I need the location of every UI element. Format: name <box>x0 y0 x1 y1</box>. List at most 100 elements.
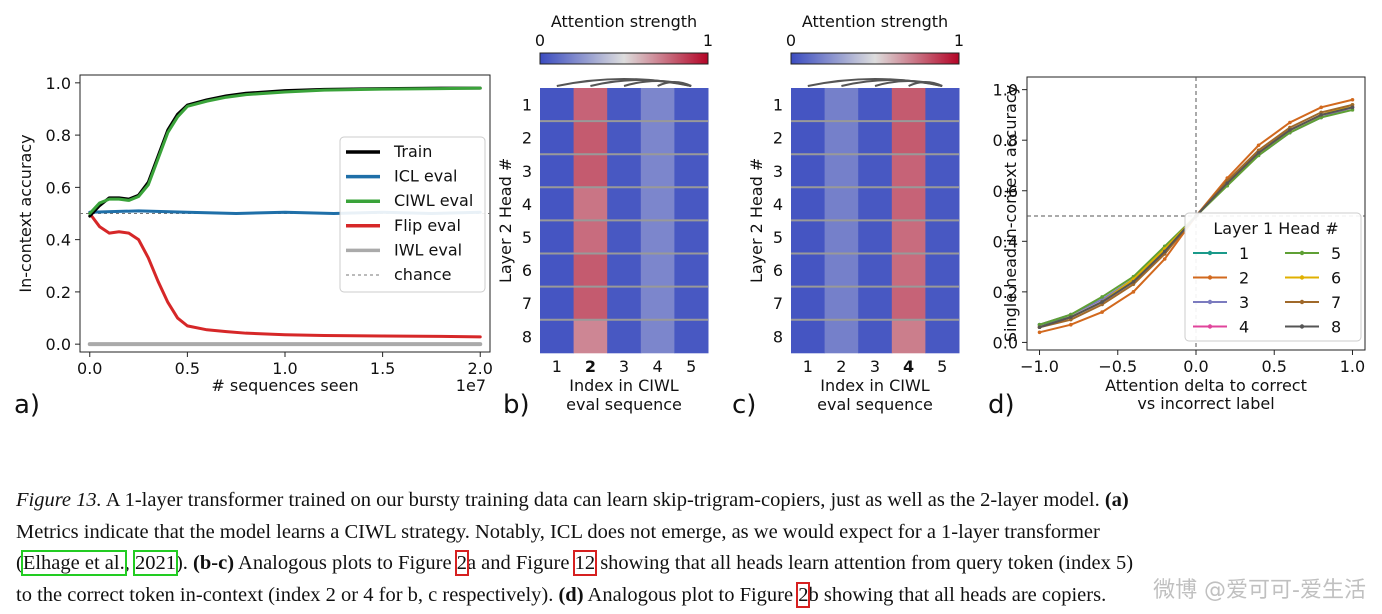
y-tick-label: 0.6 <box>46 178 71 197</box>
figure-ref-link-2[interactable]: 2 <box>454 550 470 576</box>
heatmap-cell <box>891 154 926 188</box>
series-line-flip-eval <box>88 212 482 339</box>
panel-a-accuracy-chart: 0.0 0.2 0.4 0.6 0.8 1.0 0.0 0.5 1.0 1.5 2.0 # seque… <box>14 74 493 420</box>
heatmap-cell <box>791 88 826 122</box>
x-axis-label: vs incorrect label <box>1137 394 1274 413</box>
y-tick-label: 0.2 <box>46 283 71 302</box>
heatmap-cell <box>925 319 960 354</box>
colorbar-tick-label: 0 <box>535 31 545 50</box>
series-point-head-2 <box>1256 143 1261 148</box>
y-tick-label: 1 <box>773 96 783 115</box>
series-point-head-8 <box>1131 279 1136 284</box>
series-point-head-2 <box>1131 290 1136 294</box>
heatmap-cell <box>607 319 642 354</box>
heatmap-cell <box>540 88 575 122</box>
heatmap-cell <box>607 286 642 321</box>
heatmap-cell <box>674 220 709 254</box>
series-point-head-7 <box>1069 317 1073 322</box>
heatmap-cell <box>824 253 859 288</box>
heatmap-cell <box>858 319 893 354</box>
caption-line-2: Metrics indicate that the model learns a… <box>16 520 1100 543</box>
series-point-head-2 <box>1319 105 1323 110</box>
series-point-head-2 <box>1162 257 1167 261</box>
x-tick-label: 3 <box>619 357 629 376</box>
heatmap-cell <box>640 286 675 321</box>
heatmap-cell <box>891 286 926 321</box>
x-offset-label: 1e7 <box>456 376 486 395</box>
legend-marker <box>1207 250 1213 256</box>
series-point-head-8 <box>1069 315 1073 319</box>
heatmap-cell <box>791 286 826 321</box>
attention-arc <box>657 81 692 87</box>
x-tick-label: 2 <box>585 357 596 376</box>
colorbar-tick-label: 1 <box>703 31 713 50</box>
y-tick-label: 0.8 <box>993 131 1018 150</box>
y-tick-label: 8 <box>773 327 783 346</box>
y-tick-label: 1.0 <box>993 81 1018 100</box>
panel-label: d) <box>988 390 1015 420</box>
figure-ref-link-2b[interactable]: 2 <box>796 581 811 608</box>
heatmap-cell <box>891 88 926 122</box>
heatmap-cell <box>540 154 575 188</box>
heatmap-cell <box>791 187 826 221</box>
y-tick-label: 1 <box>522 96 532 115</box>
legend-marker <box>1207 324 1213 329</box>
legend-label: CIWL eval <box>394 191 473 210</box>
x-axis-label: # sequences seen <box>211 376 358 395</box>
heatmap-cell <box>607 187 642 221</box>
panel-c-attention-heatmap: Attention strength 0 1 1 2 3 4 5 6 7 8 1 2 3 4 5 Index i… <box>732 12 964 420</box>
series-point-head-2 <box>1100 310 1104 314</box>
x-tick-label: 3 <box>870 357 880 376</box>
heatmap-cell <box>925 253 960 288</box>
heatmap-cell <box>674 187 709 221</box>
heatmap-cell <box>640 253 675 288</box>
panel-d-single-head-chart: 0.0 0.2 0.4 0.6 0.8 1.0 −1.0 −0.5 0.0 0.5 1.0 Atten… <box>988 76 1366 420</box>
y-tick-label: 0.0 <box>993 333 1018 352</box>
heatmap-cell <box>640 121 675 155</box>
x-tick-label: −1.0 <box>1020 357 1059 376</box>
x-tick-label: 4 <box>653 357 663 376</box>
heatmap-cell <box>640 319 675 354</box>
heatmap-cell <box>540 121 575 155</box>
legend-marker <box>1207 299 1213 305</box>
y-tick-label: 3 <box>522 162 532 181</box>
series-point-head-5 <box>1037 322 1042 327</box>
legend-marker <box>1207 275 1213 280</box>
y-tick-label: 5 <box>773 228 783 247</box>
y-tick-label: 0.4 <box>993 232 1018 251</box>
caption-text: a and Figure <box>466 552 575 574</box>
heatmap-cell <box>640 187 675 221</box>
heatmap-cell <box>573 220 608 254</box>
heatmap-cell <box>607 253 642 288</box>
caption-text: showing that all heads learn attention f… <box>595 552 1134 574</box>
legend-label: 7 <box>1331 293 1341 312</box>
heatmap-cell <box>573 88 608 122</box>
legend-label: IWL eval <box>394 240 462 259</box>
x-axis-label: Attention delta to correct <box>1105 376 1307 395</box>
caption-bold-a: (a) <box>1104 489 1129 511</box>
caption-bold-d: (d) <box>558 583 584 606</box>
figure-ref-link-12[interactable]: 12 <box>572 550 598 576</box>
caption-text: ( <box>16 552 23 574</box>
heatmap-cell <box>573 154 608 188</box>
heatmap-cell <box>540 220 575 254</box>
series-point-head-8 <box>1100 300 1104 304</box>
citation-link-elhage[interactable]: Elhage et al. <box>20 550 127 576</box>
x-axis-label: eval sequence <box>817 395 933 414</box>
series-point-head-2 <box>1037 330 1042 335</box>
x-tick-label: 5 <box>686 357 696 376</box>
panel-label: a) <box>14 390 40 420</box>
citation-link-year[interactable]: 2021 <box>132 550 178 576</box>
legend-label: 6 <box>1331 269 1341 288</box>
x-tick-label: 1.0 <box>1340 357 1365 376</box>
heatmap-cell <box>824 286 859 321</box>
y-tick-label: 3 <box>773 162 783 181</box>
heatmap-cell <box>640 220 675 254</box>
colorbar-tick-label: 1 <box>954 31 964 50</box>
caption-line-1: Figure 13. A 1-layer transformer trained… <box>16 485 1368 517</box>
legend-label: 1 <box>1239 244 1249 263</box>
series-point-head-7 <box>1350 103 1355 107</box>
y-tick-label: 7 <box>773 294 783 313</box>
series-point-head-7 <box>1288 125 1292 130</box>
heatmap-cell <box>674 319 709 354</box>
